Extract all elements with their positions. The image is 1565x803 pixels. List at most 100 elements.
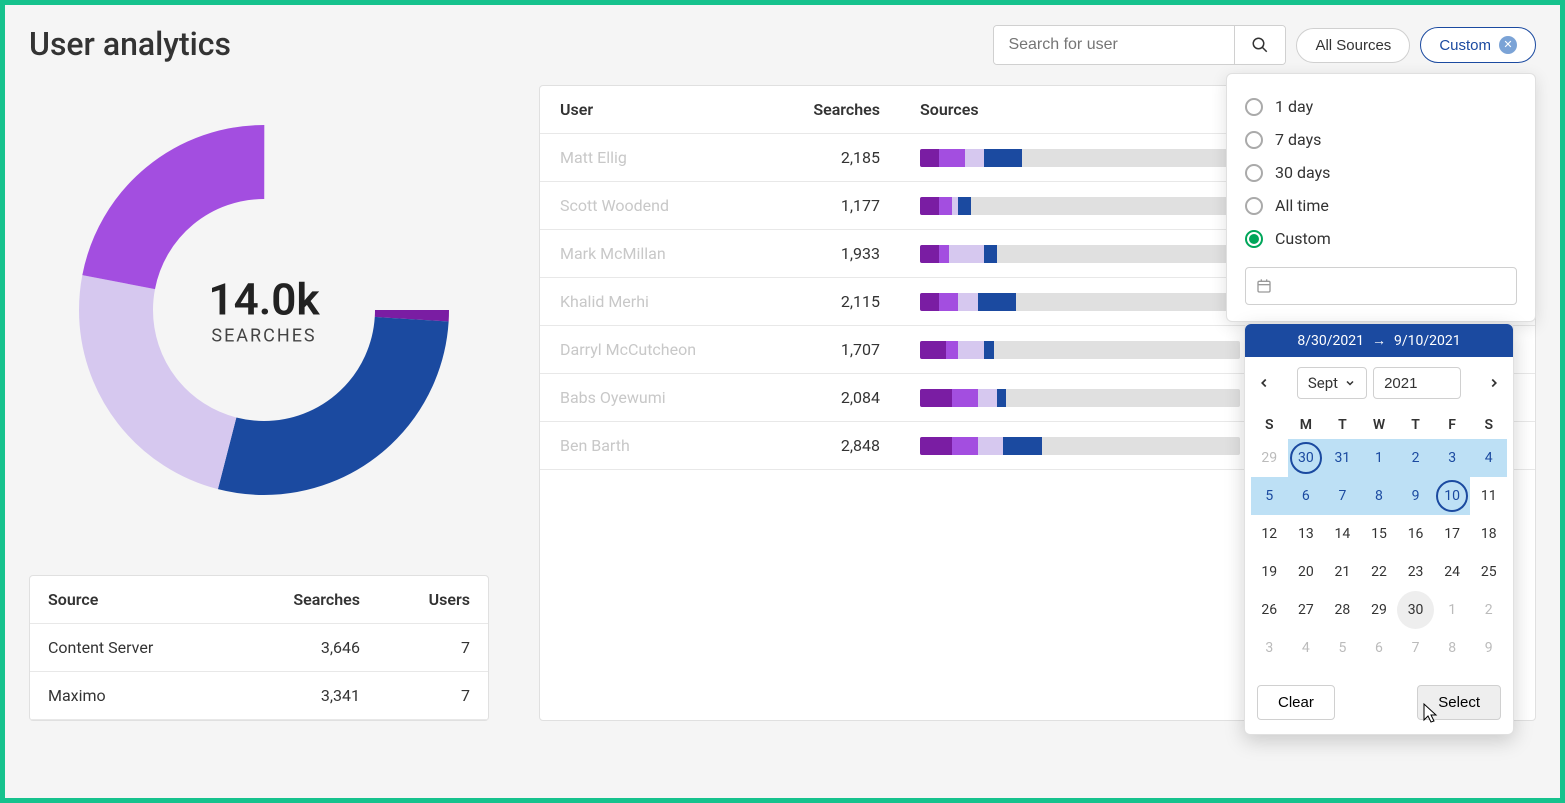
table-row[interactable]: Maximo3,3417 bbox=[30, 672, 488, 720]
calendar-day[interactable]: 27 bbox=[1288, 591, 1325, 629]
source-users: 7 bbox=[360, 638, 470, 657]
calendar-day[interactable]: 8 bbox=[1361, 477, 1398, 515]
col-searches: Searches bbox=[770, 100, 880, 119]
calendar-day[interactable]: 29 bbox=[1361, 591, 1398, 629]
calendar-dow: T bbox=[1324, 411, 1361, 439]
col-searches: Searches bbox=[250, 590, 360, 609]
calendar-panel: 8/30/2021 → 9/10/2021 Sept bbox=[1244, 323, 1514, 735]
donut-chart: 14.0k SEARCHES bbox=[79, 125, 449, 495]
arrow-right-icon: → bbox=[1372, 332, 1386, 349]
calendar-dow: S bbox=[1470, 411, 1507, 439]
calendar-day[interactable]: 30 bbox=[1397, 591, 1434, 629]
calendar-day[interactable]: 22 bbox=[1361, 553, 1398, 591]
date-range-option[interactable]: All time bbox=[1245, 189, 1517, 222]
all-sources-pill[interactable]: All Sources bbox=[1296, 28, 1410, 63]
search-icon bbox=[1251, 36, 1269, 54]
calendar-day[interactable]: 12 bbox=[1251, 515, 1288, 553]
calendar-dow: W bbox=[1361, 411, 1398, 439]
user-name: Mark McMillan bbox=[560, 244, 770, 263]
date-range-option[interactable]: 30 days bbox=[1245, 156, 1517, 189]
calendar-day[interactable]: 20 bbox=[1288, 553, 1325, 591]
calendar-day[interactable]: 17 bbox=[1434, 515, 1471, 553]
calendar-day[interactable]: 25 bbox=[1470, 553, 1507, 591]
source-searches: 3,646 bbox=[250, 638, 360, 657]
custom-pill-label: Custom bbox=[1439, 37, 1491, 54]
calendar-day[interactable]: 2 bbox=[1470, 591, 1507, 629]
calendar-day[interactable]: 30 bbox=[1288, 439, 1325, 477]
calendar-day[interactable]: 18 bbox=[1470, 515, 1507, 553]
date-range-option[interactable]: Custom bbox=[1245, 222, 1517, 255]
calendar-day[interactable]: 9 bbox=[1397, 477, 1434, 515]
date-input[interactable] bbox=[1245, 267, 1517, 305]
calendar-day[interactable]: 7 bbox=[1324, 477, 1361, 515]
donut-value: 14.0k bbox=[208, 274, 319, 326]
calendar-day[interactable]: 1 bbox=[1361, 439, 1398, 477]
calendar-day[interactable]: 29 bbox=[1251, 439, 1288, 477]
search-wrap bbox=[993, 25, 1286, 65]
radio-icon bbox=[1245, 230, 1263, 248]
calendar-day[interactable]: 15 bbox=[1361, 515, 1398, 553]
calendar-day[interactable]: 13 bbox=[1288, 515, 1325, 553]
date-range-dropdown: 1 day 7 days 30 days All time Custom bbox=[1226, 73, 1536, 322]
calendar-day[interactable]: 6 bbox=[1288, 477, 1325, 515]
calendar-day[interactable]: 28 bbox=[1324, 591, 1361, 629]
calendar-day[interactable]: 2 bbox=[1397, 439, 1434, 477]
calendar-day[interactable]: 4 bbox=[1470, 439, 1507, 477]
range-end: 9/10/2021 bbox=[1394, 333, 1461, 349]
donut-label: SEARCHES bbox=[208, 326, 319, 347]
user-searches: 2,185 bbox=[770, 148, 880, 167]
calendar-day[interactable]: 11 bbox=[1470, 477, 1507, 515]
source-name: Content Server bbox=[48, 638, 250, 657]
calendar-clear-button[interactable]: Clear bbox=[1257, 685, 1335, 720]
radio-icon bbox=[1245, 98, 1263, 116]
calendar-day[interactable]: 4 bbox=[1288, 629, 1325, 667]
calendar-range-header: 8/30/2021 → 9/10/2021 bbox=[1245, 324, 1513, 357]
calendar-dow: S bbox=[1251, 411, 1288, 439]
radio-label: 7 days bbox=[1275, 130, 1321, 149]
calendar-day[interactable]: 23 bbox=[1397, 553, 1434, 591]
calendar-day[interactable]: 1 bbox=[1434, 591, 1471, 629]
calendar-day[interactable]: 5 bbox=[1251, 477, 1288, 515]
calendar-day[interactable]: 14 bbox=[1324, 515, 1361, 553]
user-name: Darryl McCutcheon bbox=[560, 340, 770, 359]
calendar-day[interactable]: 26 bbox=[1251, 591, 1288, 629]
date-range-option[interactable]: 7 days bbox=[1245, 123, 1517, 156]
user-searches: 1,933 bbox=[770, 244, 880, 263]
calendar-day[interactable]: 9 bbox=[1470, 629, 1507, 667]
calendar-dow: F bbox=[1434, 411, 1471, 439]
date-range-option[interactable]: 1 day bbox=[1245, 90, 1517, 123]
calendar-day[interactable]: 3 bbox=[1434, 439, 1471, 477]
calendar-day[interactable]: 6 bbox=[1361, 629, 1398, 667]
calendar-day[interactable]: 8 bbox=[1434, 629, 1471, 667]
calendar-day[interactable]: 19 bbox=[1251, 553, 1288, 591]
source-users: 7 bbox=[360, 686, 470, 705]
search-input[interactable] bbox=[994, 26, 1234, 64]
radio-label: 30 days bbox=[1275, 163, 1330, 182]
source-searches: 3,341 bbox=[250, 686, 360, 705]
month-select[interactable]: Sept bbox=[1297, 367, 1367, 399]
col-user: User bbox=[560, 100, 770, 119]
sources-table: Source Searches Users Content Server3,64… bbox=[29, 575, 489, 721]
next-month-button[interactable] bbox=[1483, 372, 1505, 394]
calendar-day[interactable]: 3 bbox=[1251, 629, 1288, 667]
year-select[interactable] bbox=[1373, 367, 1461, 399]
calendar-day[interactable]: 16 bbox=[1397, 515, 1434, 553]
calendar-day[interactable]: 21 bbox=[1324, 553, 1361, 591]
calendar-day[interactable]: 10 bbox=[1434, 477, 1471, 515]
user-name: Babs Oyewumi bbox=[560, 388, 770, 407]
radio-label: 1 day bbox=[1275, 97, 1313, 116]
search-button[interactable] bbox=[1234, 26, 1285, 64]
calendar-day[interactable]: 24 bbox=[1434, 553, 1471, 591]
custom-pill[interactable]: Custom ✕ bbox=[1420, 27, 1536, 63]
col-source: Source bbox=[48, 590, 250, 609]
prev-month-button[interactable] bbox=[1253, 372, 1275, 394]
col-users: Users bbox=[360, 590, 470, 609]
table-row[interactable]: Content Server3,6467 bbox=[30, 624, 488, 672]
calendar-dow: T bbox=[1397, 411, 1434, 439]
user-searches: 1,707 bbox=[770, 340, 880, 359]
calendar-day[interactable]: 7 bbox=[1397, 629, 1434, 667]
calendar-day[interactable]: 31 bbox=[1324, 439, 1361, 477]
radio-label: All time bbox=[1275, 196, 1329, 215]
close-icon[interactable]: ✕ bbox=[1499, 36, 1517, 54]
calendar-day[interactable]: 5 bbox=[1324, 629, 1361, 667]
